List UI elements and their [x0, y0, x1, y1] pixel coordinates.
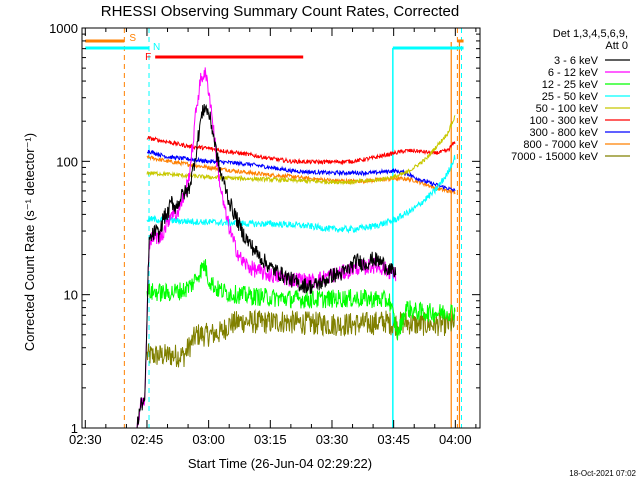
night-label: N — [153, 42, 160, 53]
legend-header: Det 1,3,4,5,6,9, — [553, 28, 628, 40]
annotation-layer — [123, 28, 462, 428]
y-tick-label: 1000 — [49, 21, 78, 36]
legend-entry-label: 3 - 6 keV — [554, 55, 599, 67]
series-line — [146, 259, 456, 341]
series-line — [146, 135, 456, 166]
legend-entry-label: 25 - 50 keV — [542, 91, 599, 103]
plot-area: S NF — [85, 28, 464, 429]
legend-entry-label: 100 - 300 keV — [530, 115, 599, 127]
legend-entry-label: 300 - 800 keV — [530, 127, 599, 139]
x-tick-label: 04:00 — [439, 432, 472, 447]
series-line — [146, 308, 456, 368]
plot-frame — [81, 27, 481, 429]
series-line — [136, 67, 397, 429]
series-line — [146, 149, 456, 193]
legend-entry-label: 7000 - 15000 keV — [511, 151, 599, 163]
y-tick-label: 10 — [64, 288, 78, 303]
saa-label: S — [129, 33, 136, 44]
x-axis-label: Start Time (26-Jun-04 02:29:22) — [188, 456, 372, 471]
x-tick-label: 03:30 — [316, 432, 349, 447]
y-tick-label: 1 — [71, 421, 78, 436]
chart-title: RHESSI Observing Summary Count Rates, Co… — [101, 3, 459, 20]
x-tick-label: 02:45 — [131, 432, 164, 447]
legend-entry-label: 800 - 7000 keV — [523, 139, 598, 151]
annotation-overlay: S NF — [85, 33, 464, 63]
legend-header: Att 0 — [605, 40, 628, 52]
legend-entry-label: 6 - 12 keV — [548, 67, 599, 79]
legend-entry-label: 12 - 25 keV — [542, 79, 599, 91]
series-line — [146, 154, 456, 234]
x-tick-label: 03:45 — [377, 432, 410, 447]
legend-entry-label: 50 - 100 keV — [536, 103, 599, 115]
x-tick-label: 02:30 — [69, 432, 102, 447]
series-line — [146, 115, 456, 186]
series-line — [136, 103, 397, 429]
flare-label: F — [145, 52, 151, 63]
x-tick-label: 03:15 — [254, 432, 287, 447]
series-layer — [136, 67, 456, 429]
axis-ticks: 02:30 02:45 03:00 03:15 03:30 03:45 04:00 1 10 10… — [49, 21, 480, 447]
y-axis-label: Corrected Count Rate (s⁻¹ detector⁻¹) — [22, 133, 37, 351]
y-tick-label: 100 — [56, 154, 78, 169]
series-line — [146, 155, 456, 195]
footer-date: 18-Oct-2021 07:02 — [569, 469, 636, 478]
x-tick-label: 03:00 — [192, 432, 225, 447]
